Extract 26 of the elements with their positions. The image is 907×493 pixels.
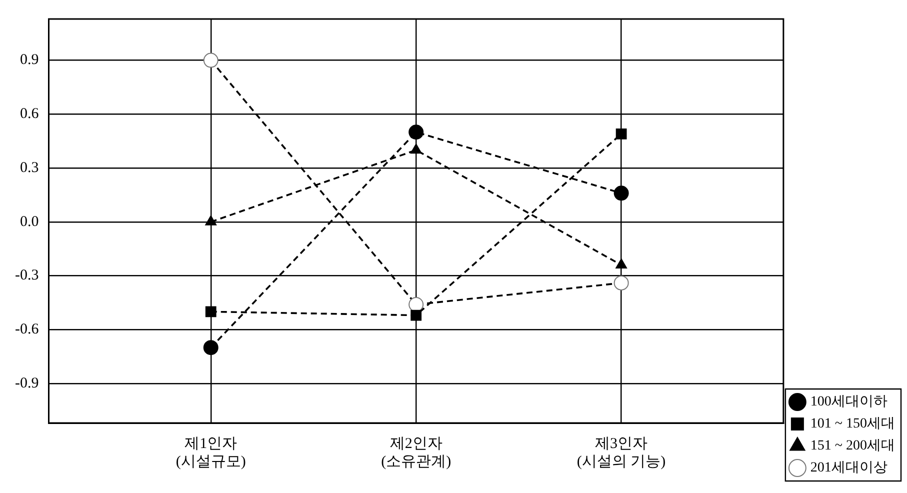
legend-label: 151 ~ 200세대	[810, 438, 896, 454]
legend-label: 101 ~ 150세대	[810, 416, 896, 432]
point	[205, 215, 217, 226]
y-tick-label: -0.6	[14, 322, 40, 338]
y-tick-label: -0.3	[14, 268, 39, 284]
point	[408, 296, 424, 312]
y-tick-label: -0.9	[14, 375, 39, 392]
point	[205, 306, 216, 318]
point	[203, 340, 218, 356]
point	[614, 275, 629, 290]
legend-label: 201세대이상	[810, 460, 888, 476]
y-tick-label: 0.3	[20, 160, 39, 176]
y-tick-label: 0.9	[20, 52, 39, 68]
x-tick-label: 제1인자 (시설규모)	[176, 436, 246, 470]
point	[616, 258, 627, 268]
point	[410, 310, 422, 321]
point	[408, 124, 424, 140]
legend-label: 100세대이하	[810, 394, 888, 410]
point	[410, 144, 422, 154]
point	[203, 52, 218, 68]
point	[616, 128, 627, 140]
y-tick-label: 0.0	[20, 214, 39, 230]
x-tick-label: 제3인자 (시설의 기능)	[576, 436, 666, 470]
point	[614, 186, 629, 201]
x-tick-label: 제2인자 (소유관계)	[381, 436, 452, 470]
y-tick-label: 0.6	[20, 106, 40, 122]
